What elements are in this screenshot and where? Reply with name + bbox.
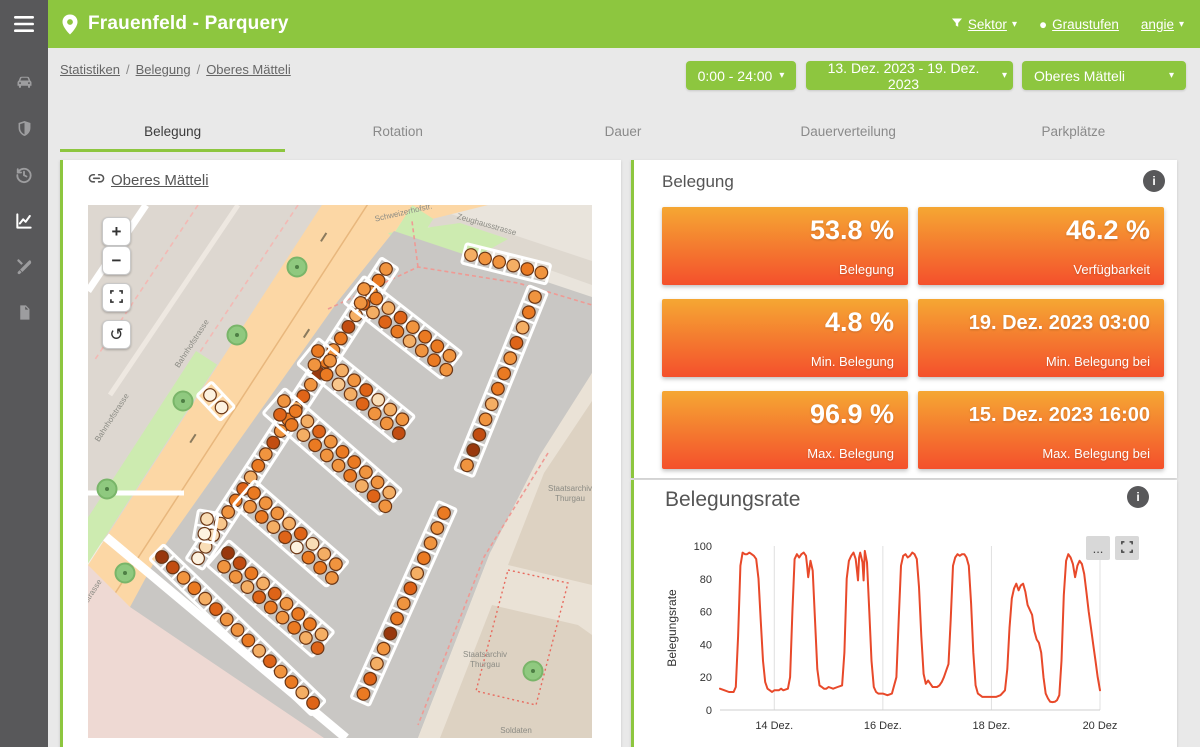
- chart-fullscreen-button[interactable]: [1115, 536, 1139, 560]
- breadcrumb-statistiken[interactable]: Statistiken: [60, 62, 120, 77]
- belegungsrate-card: Belegungsrate i 0 20 40 60 80 100 14 Dez. 16 De…: [631, 480, 1177, 747]
- svg-text:40: 40: [700, 639, 712, 651]
- svg-text:Belegungsrate: Belegungsrate: [665, 589, 679, 667]
- svg-text:Thurgau: Thurgau: [555, 494, 585, 503]
- svg-text:20: 20: [700, 672, 712, 684]
- breadcrumb: Statistiken / Belegung / Oberes Mätteli: [60, 62, 291, 77]
- kpi-belegung: 53.8 % Belegung: [662, 207, 908, 285]
- shield-icon: [15, 119, 34, 143]
- breadcrumb-belegung[interactable]: Belegung: [135, 62, 191, 77]
- svg-text:80: 80: [700, 574, 712, 586]
- graustufen-toggle[interactable]: ● Graustufen: [1038, 16, 1119, 32]
- svg-text:60: 60: [700, 607, 712, 619]
- page-title: Frauenfeld - Parquery: [88, 13, 289, 34]
- svg-text:0: 0: [706, 705, 712, 717]
- zone-select[interactable]: Oberes Mätteli ▾: [1022, 61, 1186, 90]
- app-header: Frauenfeld - Parquery Sektor ▾ ● Graustuf…: [48, 0, 1200, 48]
- belegung-card: Belegung i 53.8 % Belegung 46.2 % Verfügba…: [631, 160, 1177, 478]
- map-building-staatsarchiv-2: [440, 605, 592, 738]
- fullscreen-icon: [110, 288, 123, 308]
- parking-spots-layer: [148, 242, 552, 716]
- map-card: Oberes Mätteli: [60, 160, 621, 747]
- kpi-max-belegung: 96.9 % Max. Belegung: [662, 391, 908, 469]
- sidebar-item-history[interactable]: [0, 154, 48, 200]
- breadcrumb-oberes-maetteli[interactable]: Oberes Mätteli: [206, 62, 291, 77]
- user-menu[interactable]: angie ▾: [1140, 16, 1184, 32]
- map-area-sw: [88, 565, 324, 738]
- info-icon[interactable]: i: [1143, 170, 1165, 192]
- date-range-button[interactable]: 13. Dez. 2023 - 19. Dez. 2023 ▾: [806, 60, 1013, 92]
- sidebar-item-vehicles[interactable]: [0, 62, 48, 108]
- svg-text:Thurgau: Thurgau: [470, 660, 500, 669]
- belegungsrate-chart[interactable]: 0 20 40 60 80 100 14 Dez. 16 Dez. 18 Dez. 20 Dez B…: [662, 532, 1162, 747]
- map-zoom-in-button[interactable]: +: [102, 217, 131, 246]
- document-icon: [16, 303, 33, 327]
- circle-icon: ●: [1038, 16, 1048, 32]
- svg-text:Staatsarchiv: Staatsarchiv: [548, 484, 592, 493]
- svg-text:Soldaten: Soldaten: [500, 726, 532, 735]
- svg-text:14 Dez.: 14 Dez.: [755, 720, 793, 732]
- car-icon: [14, 72, 35, 98]
- sidebar-item-statistics[interactable]: [0, 200, 48, 246]
- svg-text:20 Dez: 20 Dez: [1083, 720, 1118, 732]
- map-fullscreen-button[interactable]: [102, 283, 131, 312]
- kpi-min-belegung: 4.8 % Min. Belegung: [662, 299, 908, 377]
- map-zoom-out-button[interactable]: −: [102, 246, 131, 275]
- sidebar-item-tools[interactable]: [0, 246, 48, 292]
- svg-text:18 Dez.: 18 Dez.: [972, 720, 1010, 732]
- tab-belegung[interactable]: Belegung: [60, 112, 286, 152]
- map-reset-button[interactable]: ↺: [102, 320, 131, 349]
- parking-map[interactable]: BahnhofstrasseBahnhofstrassehofstrasseSc…: [88, 205, 592, 738]
- map-zone-link[interactable]: Oberes Mätteli: [111, 172, 209, 189]
- belegung-card-title: Belegung: [662, 172, 734, 191]
- belegungsrate-card-title: Belegungsrate: [665, 488, 801, 511]
- svg-text:16 Dez.: 16 Dez.: [864, 720, 902, 732]
- tab-bar: Belegung Rotation Dauer Dauerverteilung …: [60, 112, 1186, 152]
- map-parking-lot: [116, 231, 592, 738]
- tab-parkplaetze[interactable]: Parkplätze: [1041, 124, 1106, 139]
- location-pin-icon: [62, 14, 78, 35]
- svg-text:100: 100: [694, 541, 712, 553]
- sektor-filter[interactable]: Sektor ▾: [951, 17, 1017, 32]
- funnel-icon: [951, 17, 963, 32]
- sidebar: [0, 0, 48, 747]
- trees-layer: [96, 256, 544, 682]
- kpi-verfuegbarkeit: 46.2 % Verfügbarkeit: [918, 207, 1164, 285]
- link-icon: [88, 172, 105, 189]
- fullscreen-icon: [1121, 540, 1133, 556]
- svg-text:Staatsarchiv: Staatsarchiv: [463, 650, 507, 659]
- tab-dauer[interactable]: Dauer: [604, 124, 642, 139]
- history-icon: [14, 165, 34, 190]
- chart-menu-button[interactable]: ...: [1086, 536, 1110, 560]
- tab-dauerverteilung[interactable]: Dauerverteilung: [800, 124, 896, 139]
- tab-rotation[interactable]: Rotation: [372, 124, 423, 139]
- sidebar-item-permits[interactable]: [0, 108, 48, 154]
- menu-toggle-icon[interactable]: [0, 0, 48, 48]
- map-building-staatsarchiv-1: [508, 401, 592, 585]
- info-icon[interactable]: i: [1127, 486, 1149, 508]
- time-filter-button[interactable]: 0:00 - 24:00 ▾: [686, 61, 796, 90]
- kpi-max-belegung-bei: 15. Dez. 2023 16:00 Max. Belegung bei: [918, 391, 1164, 469]
- kpi-min-belegung-bei: 19. Dez. 2023 03:00 Min. Belegung bei: [918, 299, 1164, 377]
- kpi-grid: 53.8 % Belegung 46.2 % Verfügbarkeit 4.8 %…: [662, 207, 1164, 469]
- tools-icon: [15, 257, 34, 281]
- chart-line-icon: [14, 211, 34, 236]
- sidebar-item-reports[interactable]: [0, 292, 48, 338]
